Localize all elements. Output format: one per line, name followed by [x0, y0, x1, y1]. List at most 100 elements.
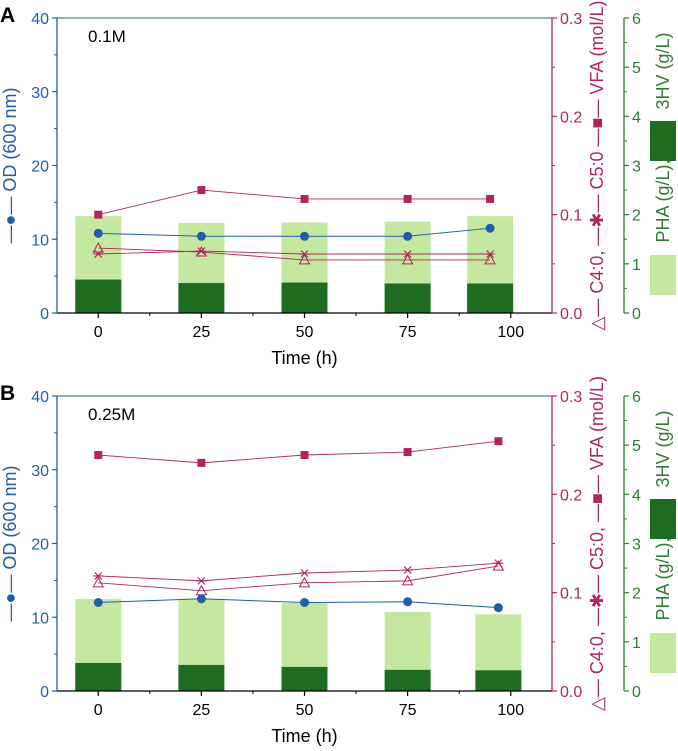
right1-tick-label: 0.2	[560, 487, 582, 504]
c5-marker	[93, 572, 104, 580]
x-tick-label: 75	[399, 324, 417, 341]
vfa-marker	[300, 451, 309, 459]
x-tick-label: 0	[94, 702, 103, 719]
od-marker	[93, 598, 103, 607]
x-axis-label: Time (h)	[271, 348, 337, 368]
right1-axis-title: △— C4:0, —✱— C5:0 —■— VFA (mol/L)	[587, 1, 607, 331]
left-tick-label: 20	[31, 537, 49, 554]
series-line	[98, 562, 499, 582]
left-axis-title-text: OD (600 nm)	[0, 466, 20, 570]
x-tick-label: 100	[497, 324, 524, 341]
right2-tick-label: 6	[632, 11, 641, 28]
right1-axis-title-text: VFA (mol/L)	[587, 376, 607, 470]
hv3-bar	[178, 664, 225, 691]
od-marker	[93, 228, 103, 238]
right1-tick-label: 0.3	[560, 389, 582, 406]
c4-marker	[484, 253, 496, 265]
right1-tick-label: 0.0	[560, 306, 582, 323]
right1-tick-label: 0.2	[560, 109, 582, 126]
c5-marker-stroke	[197, 247, 206, 255]
c5-marker-stroke	[403, 250, 412, 258]
left-axis-title: —●— OD (600 nm)	[0, 88, 20, 244]
pha-legend-swatch	[650, 633, 676, 673]
left-tick-label: 20	[31, 159, 49, 176]
right1-tick-label: 0.0	[560, 684, 582, 701]
panel-annotation: 0.25M	[88, 405, 135, 424]
c4-marker	[92, 576, 105, 588]
left-tick-label: 10	[31, 610, 49, 627]
series-line	[98, 440, 499, 464]
od-marker	[300, 231, 309, 241]
od-marker	[485, 223, 495, 233]
c5-marker-stroke	[494, 559, 503, 568]
right2-tick-label: 6	[632, 389, 641, 406]
c5-marker-stroke	[486, 250, 495, 258]
pha-axis-title: PHA (g/L),	[653, 159, 673, 242]
right2-tick-label: 2	[632, 208, 641, 225]
x-tick-label: 75	[399, 702, 417, 719]
c5-marker	[196, 576, 207, 585]
od-marker	[403, 597, 413, 607]
right2-tick-label: 4	[632, 109, 641, 126]
right2-tick-label: 0	[632, 684, 641, 701]
vfa-marker	[494, 437, 503, 446]
right2-tick-label: 4	[632, 487, 641, 504]
c5-marker	[299, 250, 310, 258]
right2-tick-label: 1	[632, 257, 641, 274]
od-marker	[196, 231, 206, 241]
od-marker	[403, 231, 413, 241]
c5-marker	[402, 566, 413, 574]
hv3-bar	[384, 283, 431, 313]
c5-marker-stroke	[300, 250, 309, 258]
left-tick-label: 0	[40, 684, 49, 701]
right1-tick-label: 0.1	[560, 586, 582, 603]
left-axis-title-text: OD (600 nm)	[0, 88, 20, 192]
left-tick-label: 40	[31, 389, 49, 406]
vfa-marker	[403, 448, 412, 457]
left-axis-title: —●— OD (600 nm)	[0, 466, 20, 622]
pha-legend-swatch	[650, 255, 676, 295]
right1-axis-title-marker: —✱—	[587, 570, 607, 631]
x-tick-label: 50	[296, 702, 314, 719]
x-tick-label: 50	[296, 324, 314, 341]
hv3-bar	[467, 283, 514, 313]
right1-axis-title-marker: —■—	[587, 470, 607, 527]
series-line	[98, 189, 491, 216]
x-axis-label: Time (h)	[271, 726, 337, 746]
c5-marker-stroke	[94, 572, 103, 580]
c5-marker	[93, 250, 104, 258]
vfa-marker	[197, 186, 206, 195]
right1-axis-title-text: C4:0,	[587, 631, 607, 674]
c5-marker-stroke	[197, 576, 206, 585]
right2-tick-label: 2	[632, 586, 641, 603]
panel-label: B	[0, 382, 15, 405]
right1-axis-title-marker: △—	[587, 674, 607, 711]
right2-tick-label: 5	[632, 60, 641, 77]
x-tick-label: 0	[94, 324, 103, 341]
left-axis-title-marker: —●—	[0, 192, 20, 244]
series-line	[98, 565, 499, 592]
right1-tick-label: 0.1	[560, 208, 582, 225]
hv3-legend-swatch	[650, 499, 676, 539]
panel-annotation: 0.1M	[88, 27, 126, 46]
series-line	[98, 247, 491, 261]
right1-axis-title-marker: △—	[587, 294, 607, 331]
vfa-marker	[94, 451, 103, 459]
hv3-bar	[475, 670, 522, 691]
right2-tick-label: 3	[632, 159, 641, 176]
hv3-bar	[281, 282, 328, 313]
c5-marker-stroke	[94, 250, 103, 258]
right2-tick-label: 0	[632, 306, 641, 323]
hv3-bar	[281, 666, 328, 691]
left-tick-label: 10	[31, 232, 49, 249]
c4-marker	[92, 242, 105, 253]
c4-marker	[298, 576, 311, 588]
x-tick-label: 25	[192, 324, 210, 341]
right1-axis-title-text: VFA (mol/L)	[587, 1, 607, 95]
right1-axis-title: △— C4:0, —✱— C5:0, —■— VFA (mol/L)	[587, 376, 607, 711]
c5-marker	[402, 250, 413, 258]
c5-marker	[485, 250, 496, 258]
